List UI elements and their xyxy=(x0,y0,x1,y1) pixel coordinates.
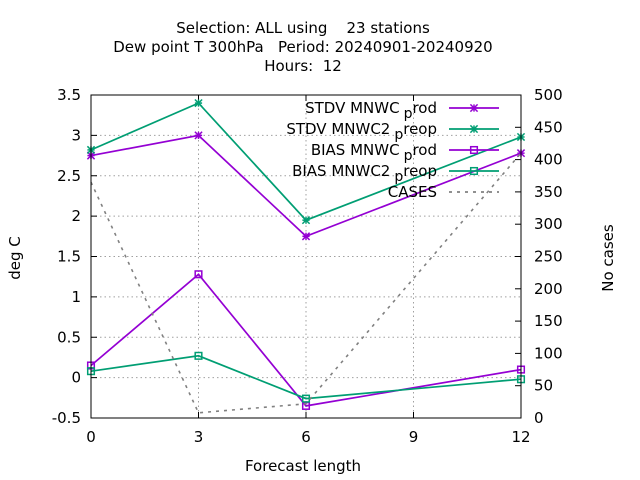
legend-label-4: CASES xyxy=(388,183,437,201)
x-tick-label: 12 xyxy=(511,428,530,446)
legend-label-suffix: rod xyxy=(412,99,437,117)
y2-tick-label: 100 xyxy=(534,344,563,362)
data-point-1 xyxy=(301,216,311,225)
y2-tick-label: 300 xyxy=(534,215,563,233)
x-axis-label: Forecast length xyxy=(245,457,361,475)
chart-title-line-2: Dew point T 300hPa Period: 20240901-2024… xyxy=(113,38,492,56)
legend-label-2: BIAS MNWC prod xyxy=(311,141,437,164)
series-line-1 xyxy=(90,102,522,222)
data-point-1-stroke xyxy=(301,216,311,225)
legend-marker-3 xyxy=(469,166,479,176)
data-point-0 xyxy=(194,131,203,140)
data-point-3 xyxy=(301,394,311,403)
legend-marker-1 xyxy=(469,124,479,134)
y-tick-label: 0 xyxy=(71,369,81,387)
legend-label-suffix: reop xyxy=(403,162,437,180)
series-line-4 xyxy=(90,152,522,414)
legend-label-name: STDV MNWC xyxy=(305,99,399,117)
x-tick-label: 3 xyxy=(194,428,204,446)
y2-tick-label: 150 xyxy=(534,312,563,330)
legend-marker-0 xyxy=(469,103,479,113)
y2-tick-label: 400 xyxy=(534,151,563,169)
data-point-0-stroke xyxy=(194,131,203,140)
y2-tick-label: 500 xyxy=(534,86,563,104)
chart-title: Selection: ALL using 23 stations Dew poi… xyxy=(113,19,492,75)
y2-tick-label: 450 xyxy=(534,118,563,136)
y-axis-label: deg C xyxy=(6,236,24,280)
legend-marker-2 xyxy=(469,145,479,155)
legend-label-1: STDV MNWC2 preop xyxy=(286,120,437,143)
y2-tick-label: 50 xyxy=(534,377,553,395)
x-tick-label: 0 xyxy=(86,428,96,446)
legend-label-subscript: p xyxy=(394,169,403,185)
ticks: 0 3 6 9 12 -0.5 0 0.5 1 1.5 2 2.5 3 3.5 0 50 100 150 200 25… xyxy=(52,86,563,446)
legend-label-name: STDV MNWC2 xyxy=(286,120,390,138)
data-point-1 xyxy=(194,98,203,108)
data-point-0-stroke xyxy=(301,232,311,241)
legend-label-name: CASES xyxy=(388,183,437,201)
y2-tick-label: 0 xyxy=(534,409,544,427)
legend-marker-0-stroke xyxy=(469,103,479,113)
series-line-3 xyxy=(90,354,522,400)
legend-label-name: BIAS MNWC xyxy=(311,141,400,159)
legend-label-3: BIAS MNWC2 preop xyxy=(292,162,437,185)
legend-label-name: BIAS MNWC2 xyxy=(292,162,390,180)
legend-label-suffix: reop xyxy=(403,120,437,138)
y-tick-label: 1 xyxy=(71,288,81,306)
y2-tick-label: 250 xyxy=(534,248,563,266)
y2-axis-label: No cases xyxy=(599,224,617,292)
y2-tick-label: 350 xyxy=(534,183,563,201)
legend-marker-1-stroke xyxy=(469,124,479,134)
plot-frame xyxy=(90,94,522,419)
chart-title-line-1: Selection: ALL using 23 stations xyxy=(176,19,430,37)
legend-label-subscript: p xyxy=(394,127,403,143)
x-tick-label: 9 xyxy=(409,428,419,446)
y-tick-label: 2 xyxy=(71,207,81,225)
data-point-1-stroke xyxy=(194,98,203,108)
data-point-0 xyxy=(301,232,311,241)
y-tick-label: -0.5 xyxy=(52,409,81,427)
series-line-0 xyxy=(90,134,522,238)
legend-label-subscript: p xyxy=(404,148,413,164)
series xyxy=(86,98,526,414)
legend-label-0: STDV MNWC prod xyxy=(305,99,437,122)
y2-tick-label: 200 xyxy=(534,280,563,298)
legend-label-subscript: p xyxy=(404,106,413,122)
data-point-2 xyxy=(194,270,203,279)
y-tick-label: 3 xyxy=(71,126,81,144)
y-tick-label: 1.5 xyxy=(57,248,81,266)
y-tick-label: 3.5 xyxy=(57,86,81,104)
y-tick-label: 0.5 xyxy=(57,328,81,346)
data-point-3 xyxy=(194,351,203,360)
legend-label-suffix: rod xyxy=(412,141,437,159)
x-tick-label: 6 xyxy=(301,428,311,446)
chart-title-line-3: Hours: 12 xyxy=(264,57,342,75)
series-line-2 xyxy=(90,273,522,407)
y-tick-label: 2.5 xyxy=(57,167,81,185)
